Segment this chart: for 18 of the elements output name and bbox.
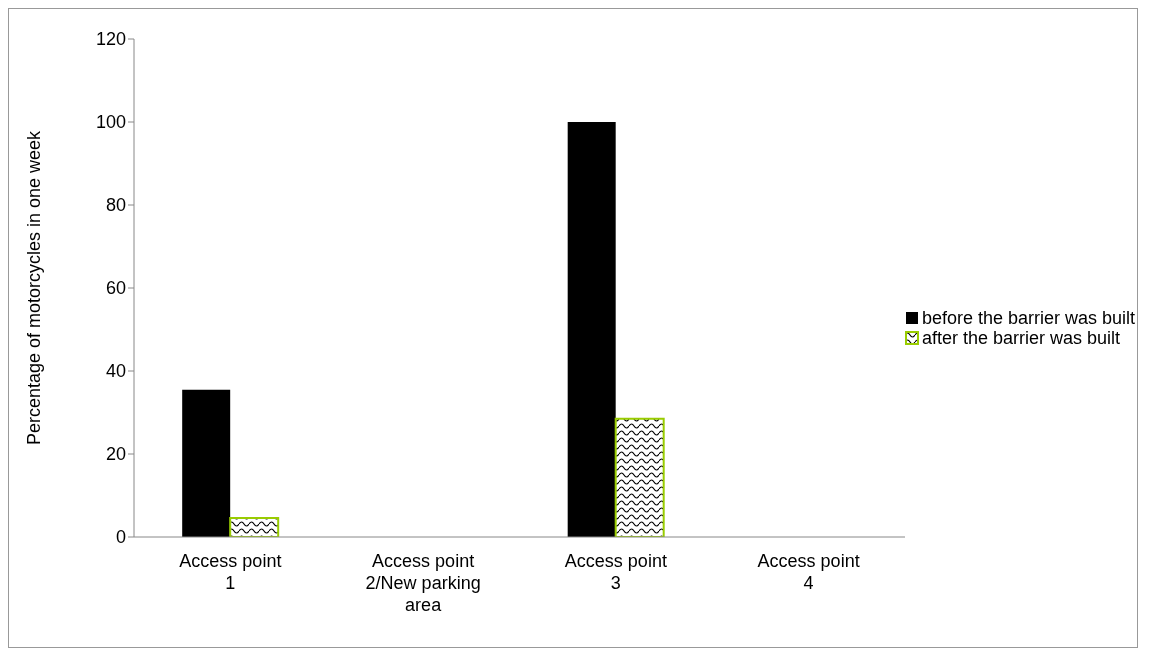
x-tick-label: Access point 2/New parking area xyxy=(365,551,481,615)
legend-label: before the barrier was built xyxy=(922,308,1136,328)
bar xyxy=(182,389,231,537)
y-tick-label: 60 xyxy=(105,278,126,299)
bar xyxy=(567,122,616,537)
y-tick-label: 120 xyxy=(95,29,126,50)
legend-label: after the barrier was built xyxy=(922,328,1121,348)
x-tick-label: Access point 1 xyxy=(179,551,282,593)
y-tick-label: 80 xyxy=(105,195,126,216)
x-tick-label: Access point 4 xyxy=(757,551,860,593)
y-tick-label: 100 xyxy=(95,112,126,133)
y-tick-label: 0 xyxy=(115,527,126,548)
bar xyxy=(229,516,280,537)
bar xyxy=(614,417,665,537)
y-tick-label: 40 xyxy=(105,361,126,382)
y-axis-title: Percentage of motorcycles in one week xyxy=(24,129,45,446)
x-tick-label: Access point 3 xyxy=(564,551,667,593)
y-tick-label: 20 xyxy=(105,444,126,465)
